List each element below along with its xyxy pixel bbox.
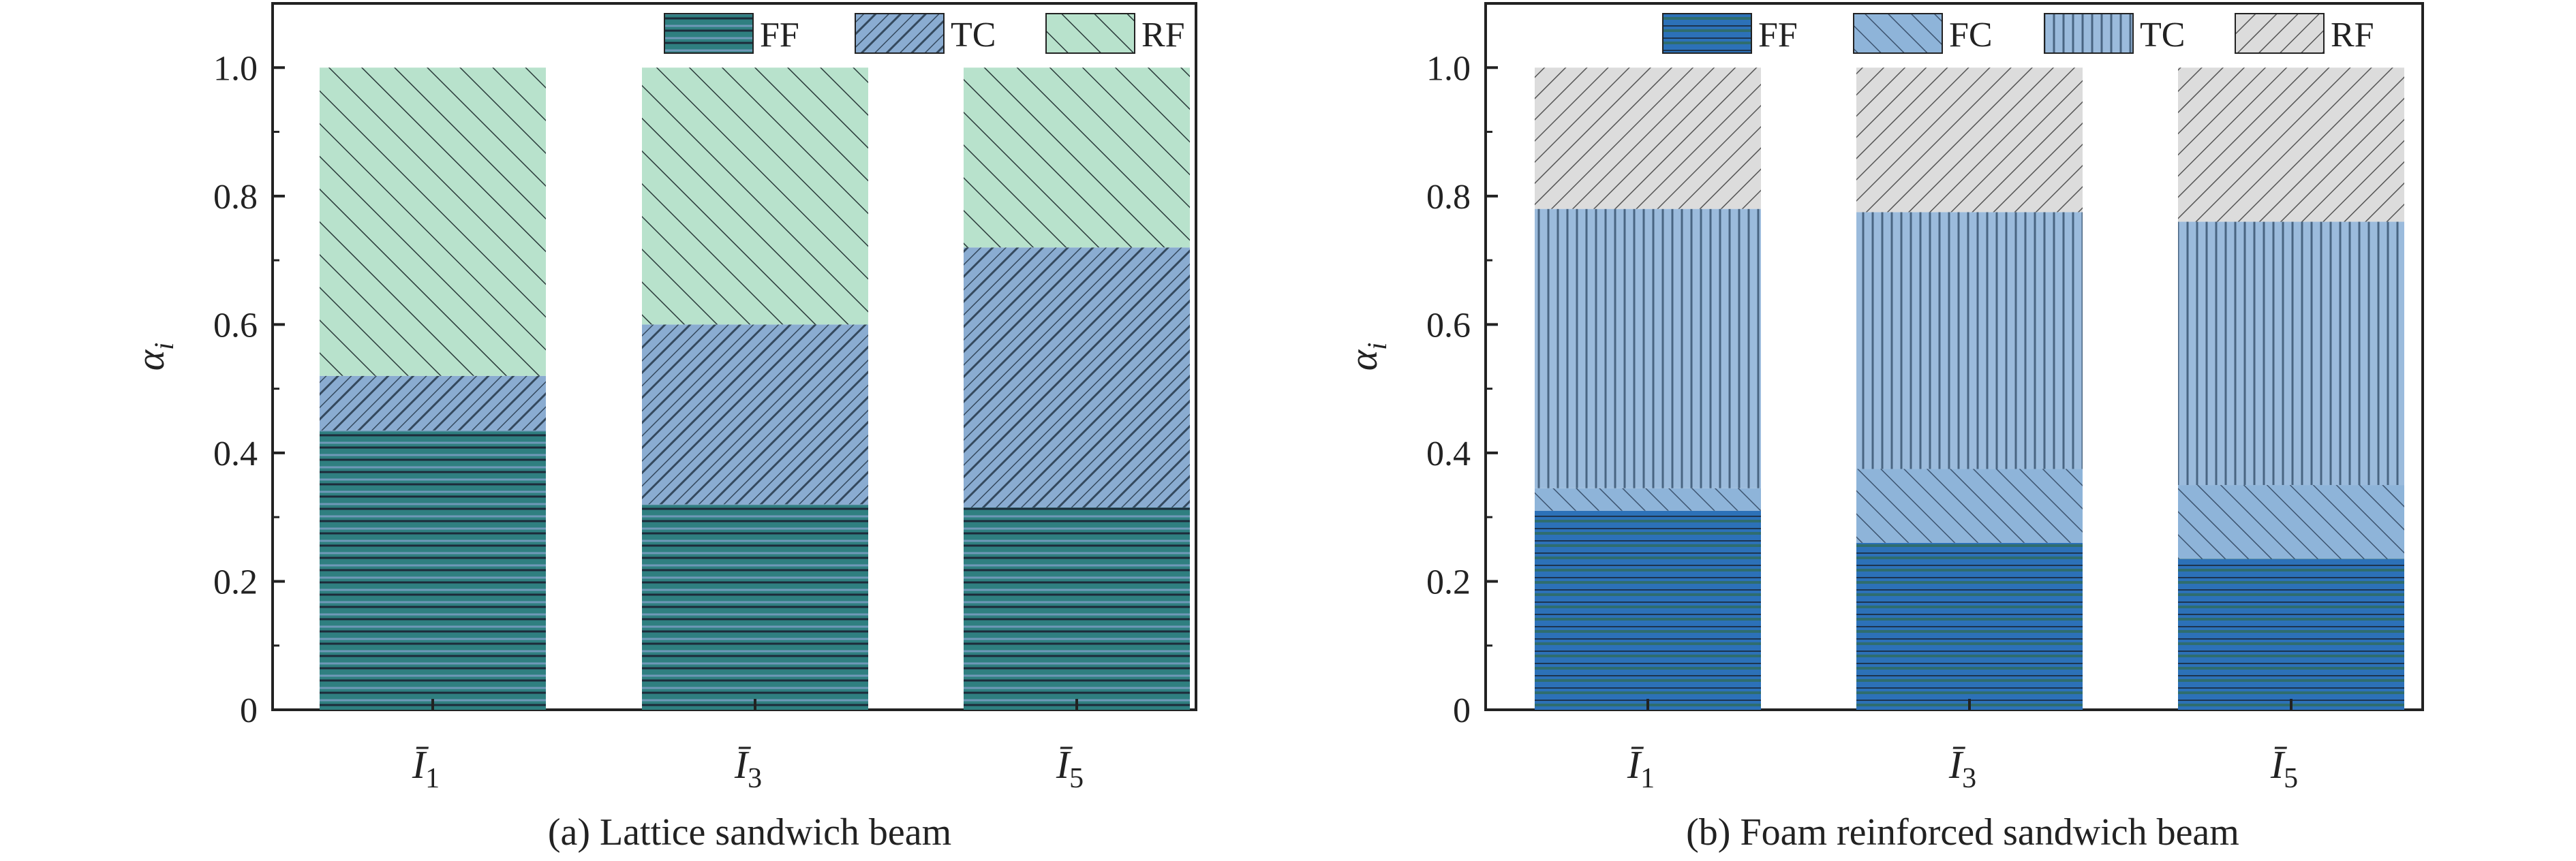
y-tick-label: 0	[240, 691, 258, 730]
x-tick-label: Ī5	[2270, 742, 2298, 794]
y-axis-label: αi	[1341, 343, 1392, 371]
bar-ff-3	[2178, 559, 2404, 710]
legend-swatch-tc	[2044, 13, 2134, 54]
bar-rf-3	[2178, 67, 2404, 222]
bar-ff-2	[642, 504, 868, 710]
bar-tc-3	[964, 247, 1190, 508]
y-axis-label: αi	[128, 343, 179, 371]
x-tick-label: Ī5	[1056, 742, 1084, 794]
bar-ff-2	[1856, 542, 2083, 710]
panel-caption: (b) Foam reinforced sandwich beam	[1686, 811, 2239, 854]
bar-tc-2	[642, 324, 868, 505]
bar-tc-1	[1535, 208, 1761, 488]
legend-label-rf: RF	[1141, 16, 1185, 54]
bar-tc-3	[2178, 221, 2404, 486]
y-tick-label: 0.8	[1426, 178, 1471, 217]
bar-ff-1	[320, 430, 546, 710]
legend-swatch-rf	[2235, 13, 2325, 54]
y-tick-label: 0.2	[1426, 563, 1471, 601]
legend-label-ff: FF	[1758, 16, 1798, 54]
bar-rf-2	[642, 67, 868, 325]
legend-swatch-rf	[1045, 13, 1135, 54]
legend-label-rf: RF	[2331, 16, 2374, 54]
y-tick-label: 1.0	[213, 49, 258, 88]
bar-ff-3	[964, 507, 1190, 710]
legend-label-tc: TC	[2140, 16, 2185, 54]
x-tick-label: Ī1	[1627, 742, 1655, 794]
bar-tc-2	[1856, 212, 2083, 469]
bar-rf-3	[964, 67, 1190, 248]
legend-swatch-ff	[664, 13, 754, 54]
x-tick-label: Ī3	[1948, 742, 1976, 794]
panel-caption: (a) Lattice sandwich beam	[548, 811, 951, 854]
legend-swatch-tc	[855, 13, 945, 54]
bar-rf-1	[1535, 67, 1761, 209]
y-tick-label: 0.6	[1426, 306, 1471, 345]
legend-label-ff: FF	[760, 16, 799, 54]
y-tick-label: 0.8	[213, 178, 258, 217]
panel-a: 0 0.2 0.4 0.6 0.8 1.0 αi Ī1 Ī3 Ī5 FF TC RF (a) Lattic…	[128, 2, 1197, 854]
bar-rf-2	[1856, 67, 2083, 213]
bar-ff-1	[1535, 510, 1761, 710]
y-tick-label: 0.4	[1426, 435, 1471, 473]
bar-fc-3	[2178, 485, 2404, 559]
legend-swatch-fc	[1853, 13, 1943, 54]
legend-label-fc: FC	[1949, 16, 1993, 54]
legend-swatch-ff	[1662, 13, 1752, 54]
x-tick-label: Ī1	[412, 742, 440, 794]
legend-label-tc: TC	[951, 16, 996, 54]
y-tick-label: 0.4	[213, 435, 258, 473]
y-tick-label: 0.6	[213, 306, 258, 345]
bar-fc-2	[1856, 469, 2083, 543]
panel-b: 0 0.2 0.4 0.6 0.8 1.0 αi Ī1 Ī3 Ī5 FF FC TC RF (b) Foam…	[1341, 2, 2424, 854]
y-tick-label: 0	[1453, 691, 1471, 730]
x-tick-label: Ī3	[734, 742, 762, 794]
y-tick-label: 1.0	[1426, 49, 1471, 88]
bar-fc-1	[1535, 488, 1761, 511]
bar-rf-1	[320, 67, 546, 376]
y-tick-label: 0.2	[213, 563, 258, 601]
bar-tc-1	[320, 375, 546, 430]
